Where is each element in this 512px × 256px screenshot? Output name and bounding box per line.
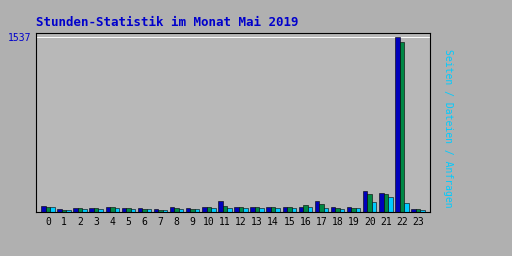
Bar — [319, 204, 324, 212]
Bar — [41, 206, 46, 212]
Bar — [411, 209, 416, 212]
Bar — [126, 208, 131, 212]
Bar — [105, 207, 110, 212]
Bar — [46, 207, 50, 212]
Text: Stunden-Statistik im Monat Mai 2019: Stunden-Statistik im Monat Mai 2019 — [36, 16, 298, 29]
Bar — [147, 209, 151, 212]
Bar — [275, 208, 280, 212]
Bar — [266, 207, 271, 212]
Bar — [57, 209, 62, 212]
Bar — [78, 208, 82, 212]
Bar — [416, 209, 420, 212]
Bar — [404, 203, 409, 212]
Bar — [340, 209, 344, 212]
Bar — [62, 210, 66, 212]
Bar — [388, 197, 393, 212]
Bar — [94, 208, 98, 212]
Bar — [190, 209, 195, 212]
Bar — [158, 210, 163, 212]
Bar — [122, 208, 126, 212]
Bar — [250, 207, 255, 212]
Bar — [239, 207, 243, 212]
Bar — [287, 207, 291, 212]
Bar — [283, 207, 287, 212]
Bar — [383, 194, 388, 212]
Bar — [291, 208, 296, 212]
Bar — [98, 209, 103, 212]
Bar — [324, 208, 328, 212]
Bar — [154, 209, 158, 212]
Bar — [303, 205, 308, 212]
Bar — [90, 208, 94, 212]
Bar — [218, 201, 223, 212]
Bar — [82, 209, 87, 212]
Bar — [234, 207, 239, 212]
Bar — [110, 207, 115, 212]
Bar — [347, 207, 351, 212]
Bar — [335, 208, 340, 212]
Bar — [186, 208, 190, 212]
Bar — [227, 208, 231, 212]
Bar — [202, 207, 206, 212]
Bar — [372, 202, 376, 212]
Bar — [195, 209, 200, 212]
Bar — [400, 42, 404, 212]
Bar — [131, 209, 135, 212]
Bar — [138, 208, 142, 212]
Bar — [351, 208, 356, 212]
Bar — [211, 208, 216, 212]
Bar — [331, 207, 335, 212]
Bar — [255, 207, 260, 212]
Bar — [175, 208, 179, 212]
Bar — [66, 210, 71, 212]
Bar — [179, 209, 183, 212]
Bar — [170, 207, 175, 212]
Text: Seiten / Dateien / Anfragen: Seiten / Dateien / Anfragen — [443, 49, 453, 207]
Bar — [298, 207, 303, 212]
Bar — [363, 191, 368, 212]
Bar — [308, 207, 312, 212]
Bar — [206, 207, 211, 212]
Bar — [50, 207, 55, 212]
Bar — [356, 208, 360, 212]
Bar — [315, 201, 319, 212]
Bar — [243, 208, 248, 212]
Bar — [73, 208, 78, 212]
Bar — [379, 193, 383, 212]
Bar — [260, 208, 264, 212]
Bar — [368, 194, 372, 212]
Bar — [163, 210, 167, 212]
Bar — [271, 207, 275, 212]
Bar — [115, 208, 119, 212]
Bar — [223, 206, 227, 212]
Bar — [420, 210, 425, 212]
Bar — [395, 37, 400, 212]
Bar — [142, 209, 147, 212]
